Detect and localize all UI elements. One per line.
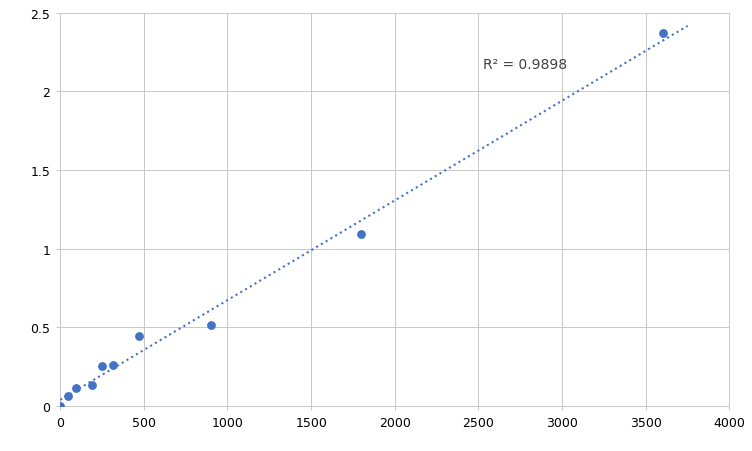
Point — [86, 381, 98, 388]
Point — [96, 363, 108, 370]
Point — [70, 385, 82, 392]
Point — [355, 231, 367, 239]
Point — [54, 402, 66, 410]
Point — [205, 322, 217, 329]
Point — [656, 30, 669, 37]
Point — [132, 333, 144, 341]
Point — [107, 361, 119, 368]
Text: R² = 0.9898: R² = 0.9898 — [484, 57, 568, 71]
Point — [62, 392, 74, 400]
